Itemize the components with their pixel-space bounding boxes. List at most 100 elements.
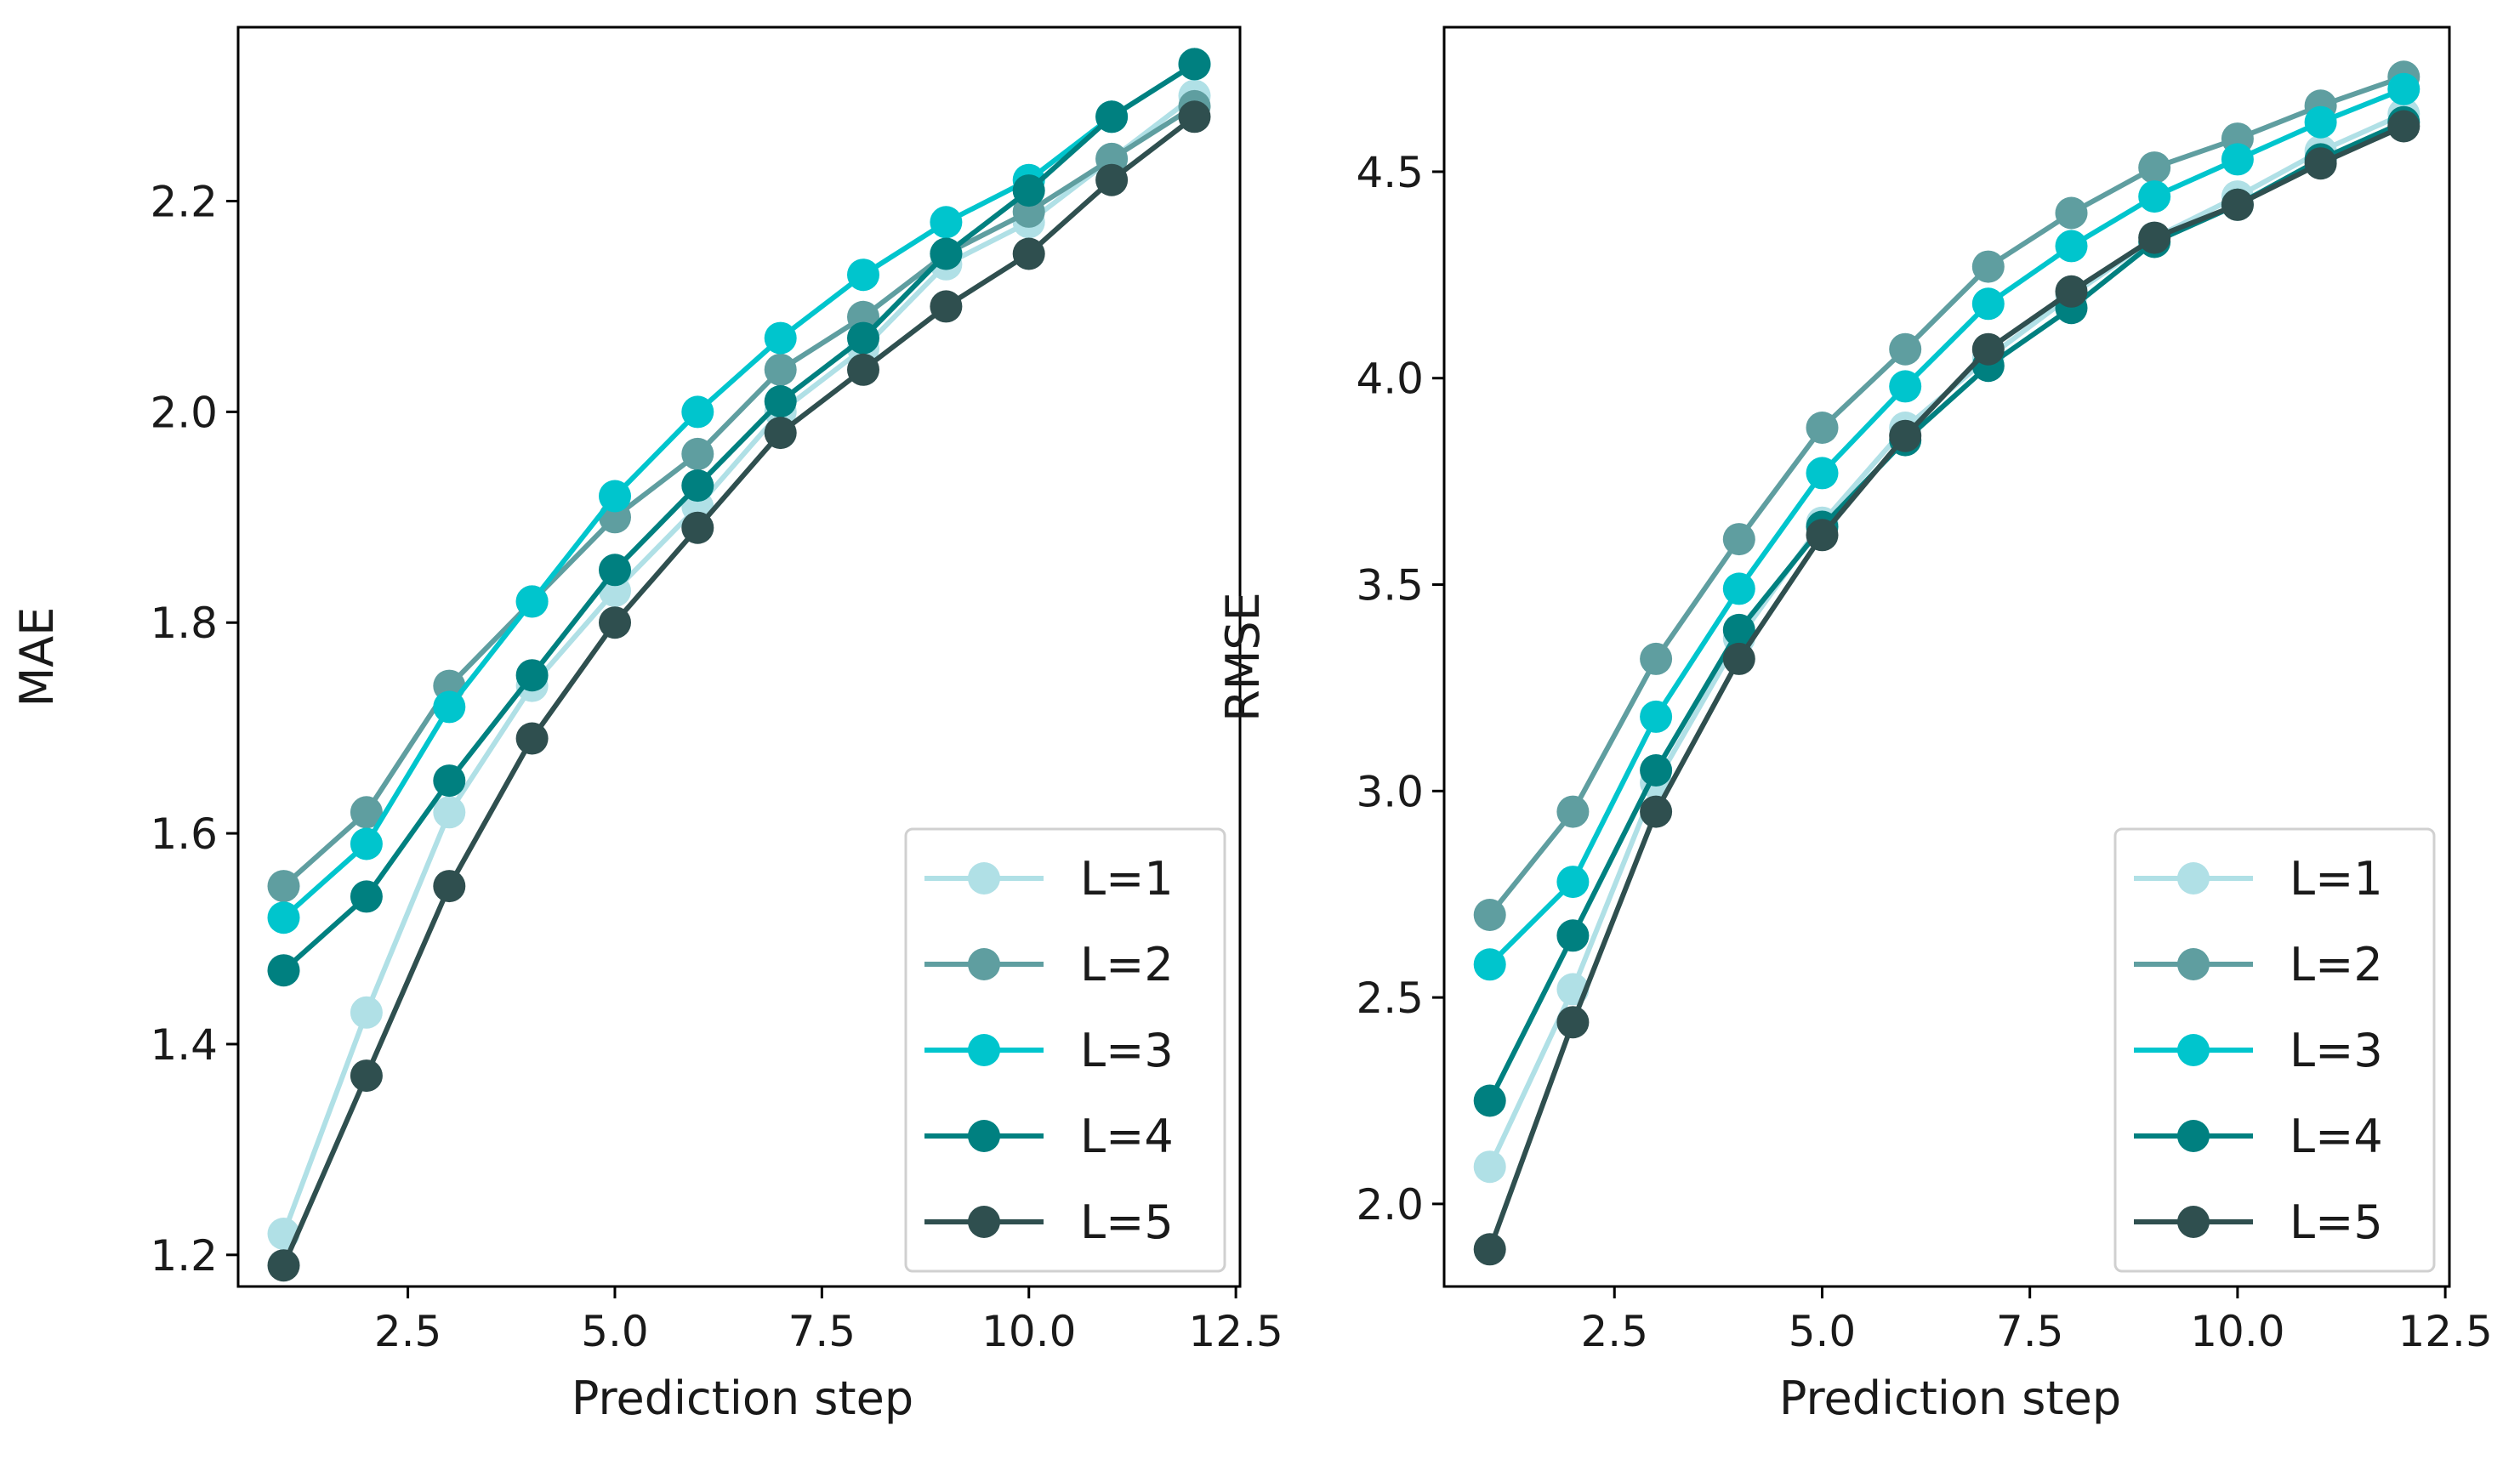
mae-data-point bbox=[267, 870, 300, 903]
mae-data-point bbox=[267, 1249, 300, 1282]
rmse-legend-label: L=2 bbox=[2290, 938, 2383, 991]
mae-legend-marker bbox=[968, 948, 1000, 980]
mae-data-point bbox=[433, 870, 466, 903]
mae-axes-frame bbox=[236, 26, 1242, 1288]
rmse-data-point bbox=[1722, 572, 1755, 605]
mae-series-line bbox=[281, 114, 1197, 1269]
mae-data-point bbox=[267, 901, 300, 934]
mae-data-point bbox=[599, 480, 631, 513]
mae-x-tick-label: 10.0 bbox=[981, 1307, 1076, 1356]
rmse-axes-frame bbox=[1442, 26, 2451, 1288]
mae-series-3 bbox=[267, 48, 1211, 934]
mae-data-point bbox=[930, 290, 963, 323]
rmse-data-point bbox=[2055, 230, 2088, 263]
rmse-legend-entry: L=1 bbox=[2134, 852, 2383, 906]
rmse-x-tick-label: 10.0 bbox=[2190, 1307, 2284, 1356]
mae-data-point bbox=[350, 827, 383, 860]
rmse-data-point bbox=[1889, 419, 1922, 452]
mae-data-point bbox=[515, 722, 549, 755]
mae-legend-label: L=1 bbox=[1080, 852, 1174, 906]
mae-legend-label: L=5 bbox=[1080, 1196, 1174, 1249]
rmse-series-5 bbox=[1473, 110, 2420, 1266]
rmse-y-tick-label: 4.0 bbox=[1356, 355, 1424, 404]
rmse-y-tick-label: 2.5 bbox=[1356, 974, 1424, 1023]
rmse-data-point bbox=[1722, 613, 1755, 646]
rmse-legend-box bbox=[2113, 827, 2436, 1273]
mae-series-4 bbox=[267, 48, 1211, 987]
rmse-data-point bbox=[1473, 899, 1506, 931]
mae-data-point bbox=[1095, 163, 1129, 196]
mae-x-tick-label: 5.0 bbox=[581, 1307, 649, 1356]
mae-data-point bbox=[515, 659, 549, 692]
mae-legend-entry: L=2 bbox=[924, 938, 1174, 991]
mae-y-tick-label: 1.2 bbox=[150, 1231, 218, 1281]
mae-legend: L=1 L=2 L=3 L=4 L=5 bbox=[904, 827, 1226, 1273]
mae-data-point bbox=[681, 395, 714, 429]
mae-series-2 bbox=[267, 89, 1211, 903]
rmse-legend-entry: L=5 bbox=[2134, 1196, 2383, 1249]
rmse-data-point bbox=[2138, 151, 2171, 185]
mae-legend-label: L=4 bbox=[1080, 1110, 1174, 1163]
rmse-y-tick-label: 3.5 bbox=[1356, 561, 1424, 611]
rmse-data-point bbox=[1971, 287, 2005, 321]
mae-legend-label: L=3 bbox=[1080, 1024, 1174, 1077]
mae-y-axis-label: MAE bbox=[10, 607, 64, 707]
rmse-legend: L=1 L=2 L=3 L=4 L=5 bbox=[2113, 827, 2436, 1273]
mae-data-point bbox=[681, 437, 714, 470]
mae-x-tick-label: 2.5 bbox=[374, 1307, 442, 1356]
rmse-data-point bbox=[2221, 143, 2254, 176]
rmse-legend-entry: L=4 bbox=[2134, 1110, 2383, 1163]
mae-data-point bbox=[681, 511, 714, 544]
rmse-data-point bbox=[2138, 221, 2171, 254]
rmse-data-point bbox=[1806, 412, 1839, 444]
mae-data-point bbox=[350, 796, 383, 829]
mae-data-point bbox=[681, 469, 714, 503]
mae-x-axis-label: Prediction step bbox=[572, 1372, 913, 1425]
rmse-data-point bbox=[1889, 370, 1922, 403]
rmse-data-point bbox=[1473, 948, 1506, 981]
rmse-data-point bbox=[1556, 919, 1590, 952]
mae-legend-entry: L=3 bbox=[924, 1024, 1174, 1077]
mae-data-point bbox=[1012, 237, 1045, 270]
mae-legend-box bbox=[904, 827, 1226, 1273]
mae-x-tick-label: 12.5 bbox=[1188, 1307, 1283, 1356]
mae-data-point bbox=[764, 353, 797, 386]
rmse-legend-marker bbox=[2177, 948, 2210, 980]
rmse-data-point bbox=[1556, 1006, 1590, 1039]
rmse-x-tick-label: 7.5 bbox=[1996, 1307, 2064, 1356]
mae-data-point bbox=[599, 606, 631, 639]
rmse-data-point bbox=[1722, 642, 1755, 675]
rmse-legend-label: L=3 bbox=[2290, 1024, 2383, 1077]
rmse-x-tick-label: 2.5 bbox=[1580, 1307, 1648, 1356]
rmse-y-tick-label: 3.0 bbox=[1356, 767, 1424, 816]
rmse-data-point bbox=[1806, 457, 1839, 490]
mae-legend-marker bbox=[968, 1120, 1000, 1152]
rmse-data-point bbox=[1971, 332, 2005, 366]
mae-data-point bbox=[1012, 174, 1045, 207]
mae-data-point bbox=[847, 258, 879, 292]
mae-data-point bbox=[930, 206, 963, 239]
mae-series-5 bbox=[267, 100, 1211, 1282]
mae-series-line bbox=[281, 61, 1197, 921]
mae-data-point bbox=[433, 690, 466, 724]
rmse-y-tick-label: 2.0 bbox=[1356, 1180, 1424, 1230]
rmse-data-point bbox=[1556, 866, 1590, 899]
mae-data-point bbox=[350, 880, 383, 913]
mae-y-tick-label: 2.0 bbox=[150, 388, 218, 437]
mae-series-line bbox=[281, 61, 1197, 974]
rmse-legend-label: L=1 bbox=[2290, 852, 2383, 906]
rmse-data-point bbox=[2304, 147, 2337, 180]
rmse-y-axis-label: RMSE bbox=[1216, 592, 1270, 722]
rmse-data-point bbox=[1640, 754, 1673, 787]
rmse-legend-marker bbox=[2177, 1120, 2210, 1152]
rmse-data-point bbox=[1473, 1150, 1506, 1184]
rmse-x-tick-label: 5.0 bbox=[1789, 1307, 1857, 1356]
rmse-legend-label: L=5 bbox=[2290, 1196, 2383, 1249]
rmse-legend-marker bbox=[2177, 1206, 2210, 1238]
mae-y-tick-label: 2.2 bbox=[150, 177, 218, 226]
mae-legend-marker bbox=[968, 1206, 1000, 1238]
rmse-legend-marker bbox=[2177, 862, 2210, 895]
rmse-data-point bbox=[1640, 795, 1673, 828]
rmse-data-point bbox=[2304, 105, 2337, 139]
rmse-x-tick-label: 12.5 bbox=[2398, 1307, 2492, 1356]
